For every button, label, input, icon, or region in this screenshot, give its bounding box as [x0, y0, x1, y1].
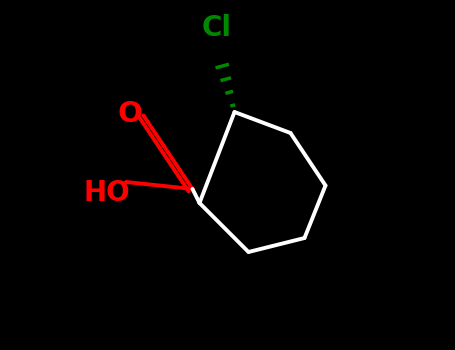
Text: O: O [117, 100, 142, 128]
Text: Cl: Cl [202, 14, 232, 42]
Text: HO: HO [83, 178, 130, 206]
